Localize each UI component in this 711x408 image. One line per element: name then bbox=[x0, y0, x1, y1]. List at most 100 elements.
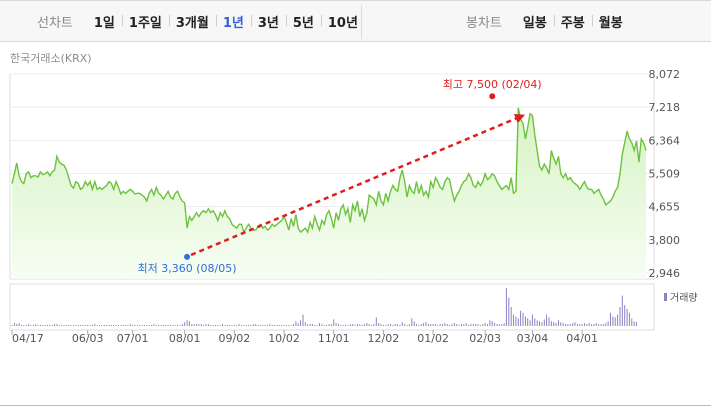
volume-bar bbox=[132, 325, 134, 326]
volume-bar bbox=[155, 325, 157, 326]
tab-3y[interactable]: 3년 bbox=[250, 12, 286, 31]
high-label: 최고 7,500 (02/04) bbox=[443, 78, 542, 91]
price-line bbox=[11, 107, 647, 234]
volume-bar bbox=[134, 325, 136, 326]
volume-bar bbox=[458, 325, 460, 326]
volume-bar bbox=[89, 325, 91, 326]
volume-bar bbox=[567, 324, 569, 326]
volume-bar bbox=[47, 325, 48, 326]
volume-bar bbox=[484, 323, 486, 326]
volume-bar bbox=[435, 324, 436, 326]
volume-bar bbox=[546, 314, 548, 326]
y-tick-label: 7,218 bbox=[649, 101, 681, 114]
volume-bar bbox=[605, 323, 607, 326]
volume-bar bbox=[451, 324, 453, 326]
volume-bar bbox=[432, 324, 434, 326]
volume-bar bbox=[214, 325, 216, 326]
volume-bar bbox=[416, 324, 417, 326]
volume-bar bbox=[283, 325, 285, 326]
data-source-label: 한국거래소(KRX) bbox=[10, 52, 92, 65]
volume-bar bbox=[593, 324, 595, 326]
volume-bar bbox=[380, 324, 382, 326]
volume-bar bbox=[129, 324, 131, 326]
volume-bar bbox=[304, 322, 306, 326]
volume-bar bbox=[425, 322, 427, 326]
volume-bar bbox=[366, 323, 368, 326]
volume-bar bbox=[84, 325, 86, 326]
low-point-marker bbox=[184, 253, 191, 260]
volume-bar bbox=[293, 324, 294, 326]
tab-1d[interactable]: 1일 bbox=[93, 16, 115, 31]
volume-bar bbox=[345, 325, 347, 326]
volume-bar bbox=[501, 324, 503, 326]
volume-bar bbox=[584, 323, 585, 326]
tab-monthly[interactable]: 월봉 bbox=[591, 12, 630, 31]
volume-bar bbox=[87, 325, 89, 326]
volume-bar bbox=[125, 325, 127, 326]
high-point-marker bbox=[489, 93, 496, 100]
volume-bar bbox=[224, 325, 226, 326]
volume-bar bbox=[347, 325, 349, 326]
volume-bar bbox=[35, 324, 37, 326]
volume-legend-swatch bbox=[664, 293, 667, 301]
y-tick-label: 8,072 bbox=[649, 68, 681, 81]
volume-bar bbox=[61, 325, 63, 326]
volume-bar bbox=[371, 325, 373, 326]
volume-bar bbox=[238, 324, 240, 326]
candle-chart-label: 봉차트 bbox=[466, 16, 502, 31]
volume-bar bbox=[28, 324, 30, 326]
volume-bar bbox=[636, 322, 637, 326]
volume-bar bbox=[397, 324, 399, 326]
volume-bar bbox=[269, 324, 271, 326]
volume-bar bbox=[550, 321, 552, 327]
tab-weekly[interactable]: 주봉 bbox=[553, 12, 592, 31]
volume-bar bbox=[167, 325, 169, 326]
x-tick-label: 04/01 bbox=[566, 332, 598, 345]
volume-bar bbox=[555, 323, 557, 326]
volume-bar bbox=[101, 325, 103, 326]
x-tick-label: 11/01 bbox=[318, 332, 350, 345]
volume-bar bbox=[323, 325, 325, 326]
volume-bar bbox=[274, 325, 276, 326]
x-tick-label: 06/03 bbox=[72, 332, 104, 345]
tab-10y[interactable]: 10년 bbox=[320, 12, 365, 31]
volume-bar bbox=[188, 321, 190, 327]
volume-bar bbox=[553, 322, 555, 326]
tab-3m[interactable]: 3개월 bbox=[168, 12, 216, 31]
volume-bar bbox=[314, 325, 316, 326]
volume-bar bbox=[513, 314, 514, 326]
volume-bar bbox=[602, 324, 604, 326]
volume-bar bbox=[108, 325, 110, 326]
volume-bar bbox=[11, 325, 13, 326]
volume-bar bbox=[32, 325, 34, 326]
volume-bar bbox=[442, 324, 444, 326]
volume-bar bbox=[624, 305, 626, 326]
trend-arrow bbox=[190, 113, 526, 257]
volume-bar bbox=[477, 324, 479, 326]
volume-bar bbox=[146, 325, 148, 326]
volume-bar bbox=[449, 325, 451, 326]
tab-1y[interactable]: 1년 bbox=[215, 12, 251, 31]
volume-bar bbox=[65, 325, 67, 326]
volume-bar bbox=[333, 319, 335, 326]
tab-1w[interactable]: 1주일 bbox=[121, 12, 169, 31]
volume-bar bbox=[196, 324, 197, 326]
volume-bar bbox=[387, 324, 389, 326]
volume-bar bbox=[148, 325, 150, 326]
volume-bar bbox=[411, 318, 413, 326]
volume-bar bbox=[529, 320, 531, 326]
volume-bar bbox=[255, 324, 257, 326]
tab-daily[interactable]: 일봉 bbox=[522, 16, 547, 31]
volume-bar bbox=[281, 325, 283, 326]
volume-bar bbox=[297, 323, 299, 326]
volume-bar bbox=[463, 324, 465, 326]
volume-bar bbox=[311, 324, 313, 326]
volume-bar bbox=[423, 323, 425, 326]
y-tick-label: 4,655 bbox=[649, 201, 681, 214]
volume-bar bbox=[231, 325, 233, 326]
volume-bar bbox=[103, 325, 105, 326]
tab-5y[interactable]: 5년 bbox=[285, 12, 321, 31]
volume-bar bbox=[382, 325, 384, 326]
y-tick-label: 6,364 bbox=[649, 134, 681, 147]
volume-bar bbox=[77, 325, 79, 326]
